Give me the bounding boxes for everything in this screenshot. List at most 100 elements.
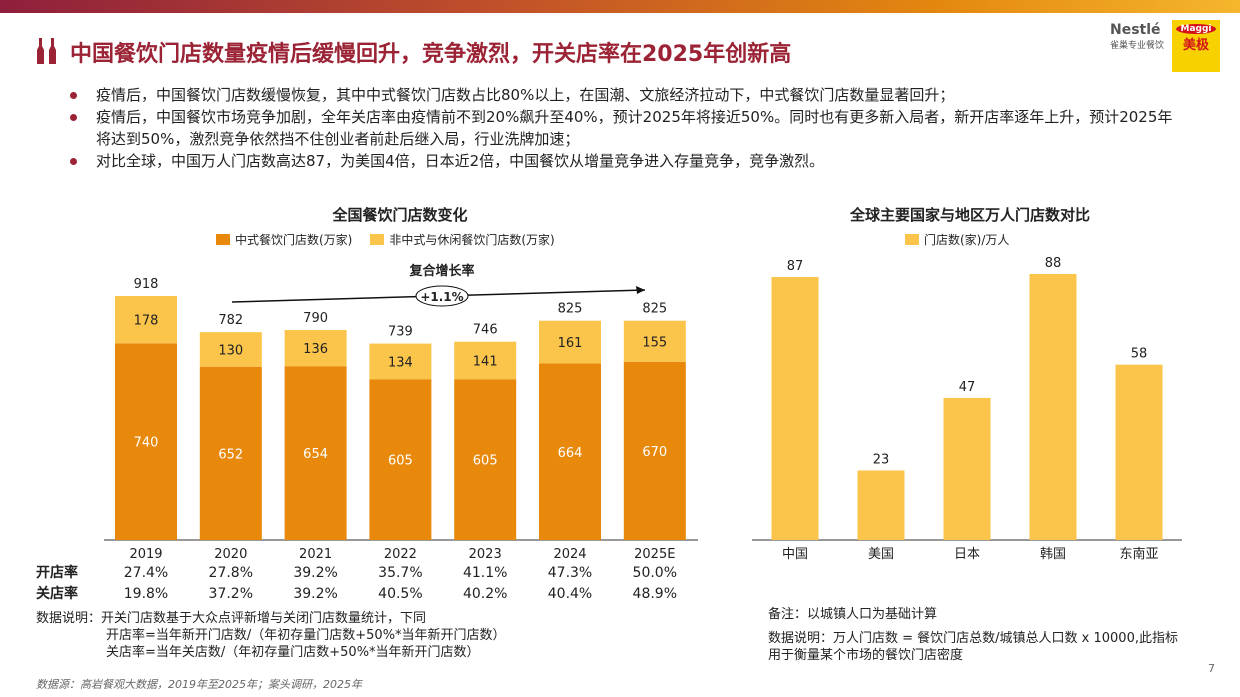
- bar-nonchinese-2023: [454, 341, 517, 380]
- total-label: 825: [558, 302, 583, 317]
- bar-nonchinese-2025E: [623, 320, 686, 362]
- legend-item: 中式餐饮门店数(万家): [216, 231, 352, 248]
- bar-chinese-2024: [539, 363, 601, 540]
- right-note-2: 数据说明：万人门店数 = 餐饮门店总数/城镇总人口数 x 10000,此指标用于…: [768, 631, 1178, 663]
- rate-value: 37.2%: [209, 586, 253, 602]
- top-gradient-bar: [0, 0, 1240, 13]
- legend-item: 非中式与休闲餐饮门店数(万家): [370, 231, 555, 248]
- data-label: 605: [473, 454, 498, 469]
- rate-value: 40.2%: [463, 586, 507, 602]
- rate-value: 48.9%: [633, 586, 677, 602]
- x-tick-label: 2025E: [634, 547, 675, 562]
- data-label: 23: [873, 452, 890, 467]
- x-tick-label: 韩国: [1040, 547, 1066, 562]
- left-note-1: 数据说明：开关门店数基于大众点评新增与关闭门店数量统计，下同: [36, 611, 427, 626]
- bar-日本: [943, 397, 991, 540]
- data-label: 87: [787, 259, 804, 274]
- bar-nonchinese-2022: [369, 343, 432, 380]
- rate-value: 40.5%: [378, 586, 422, 602]
- data-label: 652: [218, 447, 243, 462]
- data-label: 88: [1045, 256, 1062, 271]
- source-text: 数据源：高岩餐观大数据，2019年至2025年；案头调研，2025年: [36, 678, 362, 691]
- left-chart-legend: 中式餐饮门店数(万家) 非中式与休闲餐饮门店数(万家): [216, 231, 555, 248]
- right-chart-title: 全球主要国家与地区万人门店数对比: [849, 206, 1090, 224]
- page-title: 中国餐饮门店数量疫情后缓慢回升，竞争激烈，开关店率在2025年创新高: [70, 42, 792, 67]
- bullet-item: 对比全球，中国万人门店数高达87，为美国4倍，日本近2倍，中国餐饮从增量竞争进入…: [66, 150, 1176, 172]
- legend-item: 门店数(家)/万人: [905, 231, 1009, 248]
- data-label: 47: [959, 380, 976, 395]
- open-rate-label: 开店率: [36, 565, 78, 581]
- total-label: 825: [642, 302, 667, 317]
- bullet-list: 疫情后，中国餐饮门店数缓慢恢复，其中中式餐饮门店数占比80%以上，在国潮、文旅经…: [66, 84, 1176, 172]
- data-label: 141: [473, 354, 498, 369]
- right-note-1: 备注：以城镇人口为基础计算: [768, 607, 938, 622]
- rate-value: 39.2%: [293, 586, 337, 602]
- bar-美国: [857, 470, 905, 540]
- bar-nonchinese-2020: [199, 332, 262, 367]
- bar-chinese-2020: [199, 366, 262, 540]
- x-tick-label: 东南亚: [1119, 546, 1158, 562]
- bar-chinese-2021: [284, 366, 347, 540]
- right-chart-legend: 门店数(家)/万人: [905, 231, 1009, 248]
- bar-nonchinese-2019: [115, 296, 177, 344]
- bar-韩国: [1029, 273, 1077, 540]
- x-tick-label: 美国: [868, 547, 894, 562]
- bar-nonchinese-2024: [539, 320, 601, 364]
- x-tick-label: 2021: [299, 547, 332, 562]
- nestle-logo: Nestlé 雀巢专业餐饮: [1110, 22, 1165, 51]
- page-number: 7: [1208, 662, 1215, 675]
- total-label: 739: [388, 325, 413, 340]
- rate-value: 39.2%: [293, 565, 337, 581]
- bar-nonchinese-2021: [284, 330, 347, 367]
- rate-value: 27.4%: [124, 565, 168, 581]
- left-chart-title: 全国餐饮门店数变化: [332, 206, 468, 224]
- total-label: 790: [303, 311, 328, 326]
- data-label: 654: [303, 447, 328, 462]
- bar-中国: [771, 277, 819, 540]
- data-label: 605: [388, 454, 413, 469]
- rate-value: 19.8%: [124, 586, 168, 602]
- arrow-head-icon: [636, 286, 645, 294]
- bar-chinese-2022: [369, 379, 432, 540]
- rate-value: 41.1%: [463, 565, 507, 581]
- close-rate-label: 关店率: [36, 586, 78, 602]
- data-label: 134: [388, 355, 413, 370]
- wine-bottle-icon: [37, 38, 56, 64]
- x-tick-label: 2020: [214, 547, 247, 562]
- data-label: 178: [134, 314, 159, 329]
- x-tick-label: 2019: [129, 547, 162, 562]
- bullet-item: 疫情后，中国餐饮门店数缓慢恢复，其中中式餐饮门店数占比80%以上，在国潮、文旅经…: [66, 84, 1176, 106]
- bar-chinese-2023: [454, 379, 517, 540]
- cagr-badge: [415, 285, 469, 307]
- x-tick-label: 2024: [553, 547, 586, 562]
- bar-东南亚: [1115, 364, 1163, 540]
- bar-chinese-2025E: [623, 361, 686, 540]
- x-tick-label: 2022: [384, 547, 417, 562]
- rate-value: 47.3%: [548, 565, 592, 581]
- total-label: 782: [218, 313, 243, 328]
- data-label: 740: [134, 436, 159, 451]
- bar-chinese-2019: [115, 343, 177, 540]
- rate-value: 35.7%: [378, 565, 422, 581]
- left-note-3: 关店率=当年关店数/（年初存量门店数+50%*当年新开门店数）: [106, 645, 480, 660]
- left-note-2: 开店率=当年新开门店数/（年初存量门店数+50%*当年新开门店数）: [106, 628, 506, 643]
- total-label: 918: [134, 277, 159, 292]
- data-label: 58: [1131, 347, 1148, 362]
- data-label: 670: [642, 445, 667, 460]
- data-label: 130: [218, 343, 243, 358]
- x-tick-label: 日本: [954, 547, 980, 562]
- maggi-logo: Maggi 美极: [1172, 20, 1220, 72]
- total-label: 746: [473, 323, 498, 338]
- rate-value: 40.4%: [548, 586, 592, 602]
- x-tick-label: 中国: [782, 547, 808, 562]
- rate-value: 27.8%: [209, 565, 253, 581]
- bullet-item: 疫情后，中国餐饮市场竞争加剧，全年关店率由疫情前不到20%飙升至40%，预计20…: [66, 106, 1176, 150]
- data-label: 161: [558, 336, 583, 351]
- cagr-value: +1.1%: [420, 290, 463, 304]
- rate-value: 50.0%: [633, 565, 677, 581]
- data-label: 136: [303, 342, 328, 357]
- cagr-label: 复合增长率: [408, 263, 474, 279]
- data-label: 664: [558, 446, 583, 461]
- data-label: 155: [642, 335, 667, 350]
